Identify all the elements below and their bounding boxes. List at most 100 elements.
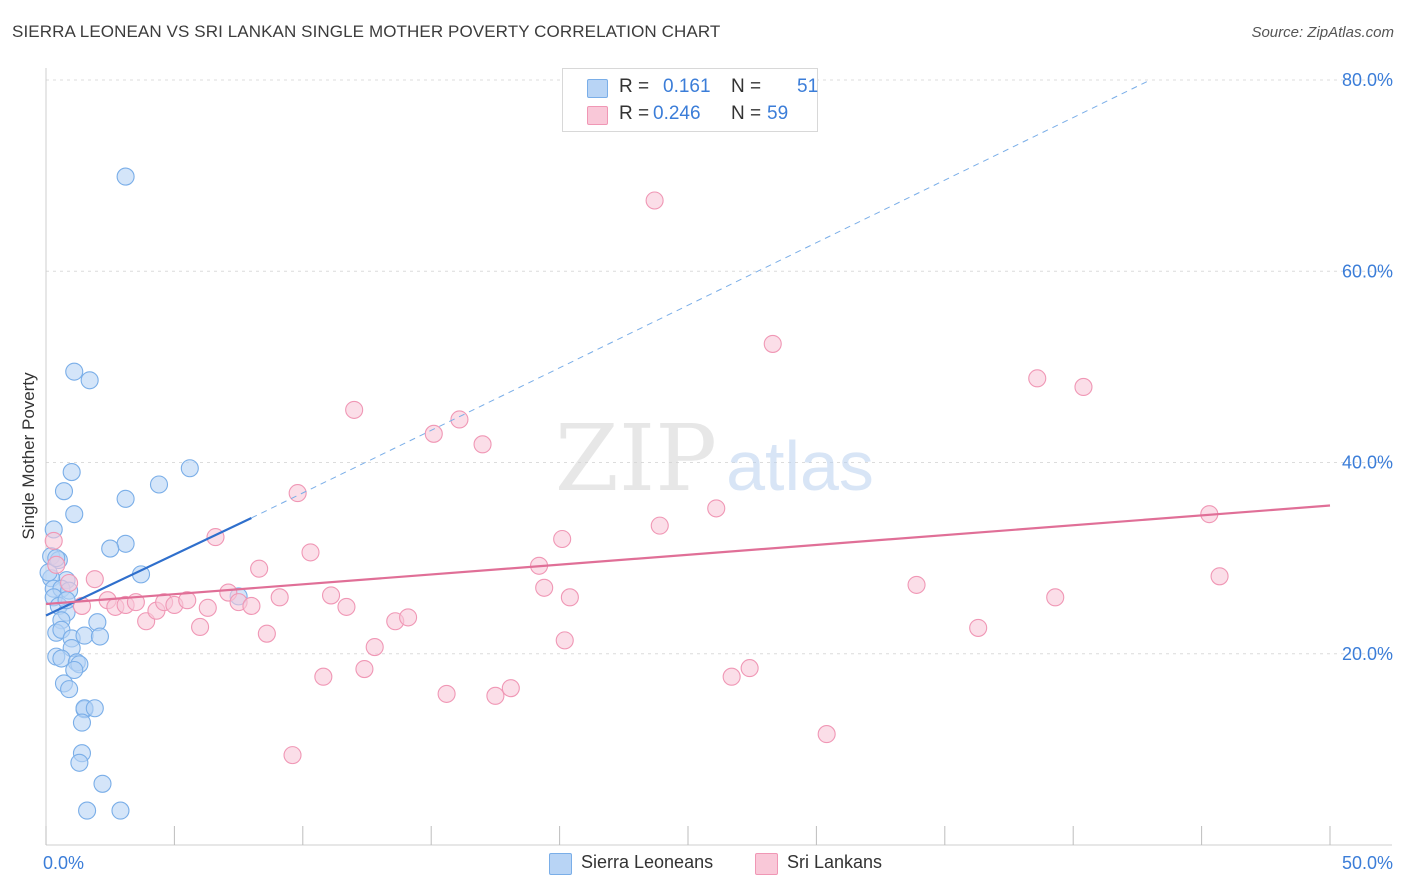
point-sri-lankans <box>1074 377 1093 397</box>
point-sri-lankans <box>817 725 836 744</box>
y-tick-label: 40.0% <box>1342 453 1393 473</box>
point-sri-lankans <box>650 516 669 535</box>
point-sri-lankans <box>560 588 579 607</box>
legend-n-value-sierra-leoneans: 51 <box>797 76 819 97</box>
point-sierra-leoneans <box>80 371 99 390</box>
point-sierra-leoneans <box>70 753 89 772</box>
point-sierra-leoneans <box>54 482 74 501</box>
data-points <box>39 167 1229 820</box>
point-sri-lankans <box>283 746 302 765</box>
point-sri-lankans <box>178 591 197 610</box>
trend-line-sierra-leoneans <box>45 516 252 617</box>
point-sierra-leoneans <box>93 774 112 793</box>
point-sierra-leoneans <box>85 699 104 718</box>
point-sri-lankans <box>355 659 374 679</box>
x-tick-label: 0.0% <box>43 853 84 873</box>
y-tick-label: 80.0% <box>1342 70 1393 90</box>
point-sierra-leoneans <box>72 713 92 732</box>
bottom-legend-swatch-sri-lankans <box>755 853 778 875</box>
point-sri-lankans <box>437 684 456 703</box>
point-sri-lankans <box>450 410 469 429</box>
point-sri-lankans <box>301 543 320 562</box>
point-sierra-leoneans <box>62 463 81 482</box>
legend-swatch-sierra-leoneans <box>587 79 608 98</box>
point-sri-lankans <box>314 667 333 686</box>
point-sri-lankans <box>321 586 341 605</box>
point-sri-lankans <box>707 499 726 518</box>
point-sierra-leoneans <box>90 627 109 646</box>
legend-r-value-sierra-leoneans: 0.161 <box>663 76 711 97</box>
point-sri-lankans <box>44 531 63 550</box>
legend-r-label: R = <box>619 76 650 97</box>
point-sierra-leoneans <box>75 626 94 645</box>
legend-n-label: N = <box>731 103 762 124</box>
point-sri-lankans <box>60 573 79 593</box>
point-sri-lankans <box>1046 588 1065 607</box>
x-tick-label: 50.0% <box>1342 853 1393 873</box>
point-sri-lankans <box>85 570 104 589</box>
legend-r-label: R = <box>619 103 650 124</box>
point-sri-lankans <box>345 400 364 419</box>
point-sri-lankans <box>270 588 289 607</box>
point-sri-lankans <box>1028 369 1047 388</box>
point-sri-lankans <box>763 334 782 353</box>
y-axis-label: Single Mother Poverty <box>19 372 38 540</box>
chart-title: SIERRA LEONEAN VS SRI LANKAN SINGLE MOTH… <box>12 22 721 41</box>
y-tick-label: 60.0% <box>1342 261 1393 281</box>
point-sierra-leoneans <box>60 680 79 699</box>
point-sri-lankans <box>47 555 66 574</box>
point-sri-lankans <box>424 424 443 443</box>
legend-n-label: N = <box>731 76 762 97</box>
point-sri-lankans <box>250 559 269 578</box>
trend-lines <box>45 79 1331 617</box>
point-sri-lankans <box>907 575 926 594</box>
point-sierra-leoneans <box>116 489 135 508</box>
gridlines <box>46 79 1392 655</box>
trend-extension-sierra-leoneans <box>251 79 1151 519</box>
point-sierra-leoneans <box>116 167 135 186</box>
tick-labels: 20.0% 40.0% 60.0% 80.0% 0.0% 50.0% <box>43 70 1393 873</box>
point-sri-lankans <box>257 624 276 643</box>
legend-r-value-sri-lankans: 0.246 <box>653 103 701 124</box>
point-sri-lankans <box>555 631 574 650</box>
point-sri-lankans <box>535 578 554 597</box>
source-label: Source: ZipAtlas.com <box>1251 24 1394 41</box>
point-sri-lankans <box>645 191 664 210</box>
watermark: ZIP atlas <box>555 405 874 512</box>
legend-swatch-sri-lankans <box>587 106 608 125</box>
point-sri-lankans <box>337 597 356 616</box>
point-sierra-leoneans <box>65 660 84 680</box>
legend-box: R = 0.161 N = 51 R = 0.246 N = 59 <box>562 68 818 132</box>
point-sierra-leoneans <box>180 459 199 478</box>
legend-n-value-sri-lankans: 59 <box>767 103 789 124</box>
point-sri-lankans <box>553 529 572 549</box>
point-sierra-leoneans <box>65 362 84 381</box>
axes <box>45 68 1392 846</box>
y-tick-label: 20.0% <box>1342 644 1393 664</box>
point-sri-lankans <box>288 484 307 503</box>
point-sri-lankans <box>501 679 520 698</box>
watermark-zip: ZIP <box>555 405 717 512</box>
point-sri-lankans <box>969 618 988 637</box>
point-sri-lankans <box>473 435 492 454</box>
trend-line-sri-lankans <box>45 504 1331 606</box>
point-sierra-leoneans <box>78 801 97 820</box>
point-sri-lankans <box>399 608 418 627</box>
point-sierra-leoneans <box>65 505 84 524</box>
point-sierra-leoneans <box>111 801 130 820</box>
point-sri-lankans <box>722 667 741 686</box>
point-sierra-leoneans <box>149 475 169 494</box>
point-sri-lankans <box>486 686 505 705</box>
bottom-legend-swatch-sierra-leoneans <box>549 853 572 875</box>
point-sri-lankans <box>198 598 217 617</box>
point-sri-lankans <box>191 617 210 637</box>
point-sierra-leoneans <box>116 534 135 553</box>
point-sri-lankans <box>740 659 759 678</box>
point-sierra-leoneans <box>101 539 120 558</box>
bottom-legend-label-sierra-leoneans: Sierra Leoneans <box>581 852 714 872</box>
bottom-legend-label-sri-lankans: Sri Lankans <box>787 852 883 872</box>
watermark-atlas: atlas <box>726 427 874 505</box>
point-sri-lankans <box>1210 567 1229 586</box>
point-sri-lankans <box>242 596 261 615</box>
